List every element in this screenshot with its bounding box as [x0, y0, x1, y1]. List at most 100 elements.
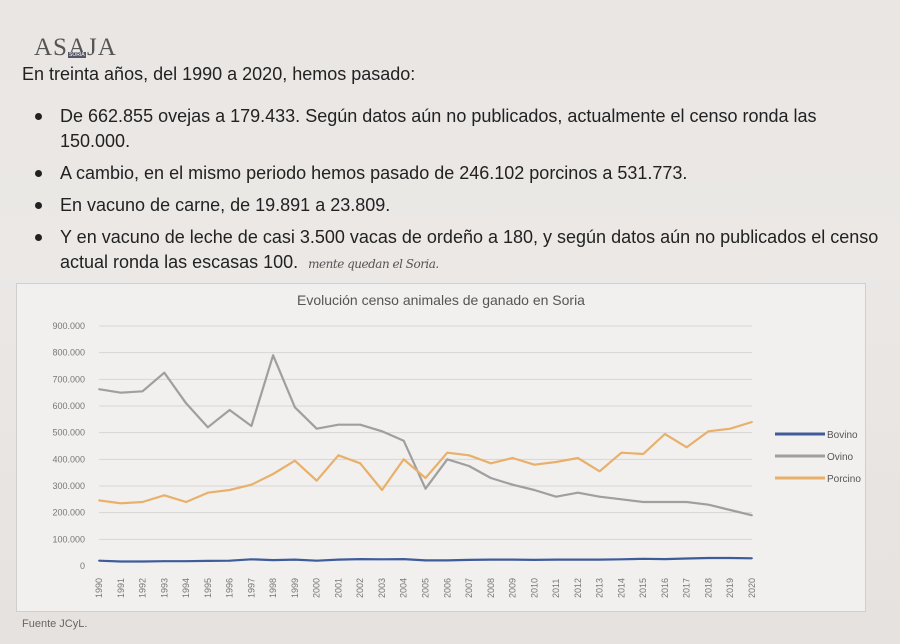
y-tick-label: 700.000 [52, 374, 85, 384]
x-tick-label: 1998 [268, 578, 278, 598]
data-point [359, 423, 362, 426]
data-point [729, 557, 732, 559]
y-tick-label: 500.000 [52, 428, 85, 438]
data-point [228, 409, 231, 411]
bullet-ovejas: De 662.855 ovejas a 179.433. Según datos… [20, 104, 890, 154]
x-tick-label: 2013 [595, 578, 605, 598]
x-tick-label: 2004 [399, 578, 409, 598]
data-point [163, 371, 166, 374]
legend-label-porcino: Porcino [827, 474, 861, 485]
data-point [707, 430, 710, 433]
x-tick-label: 2020 [747, 578, 757, 598]
line-chart: 0 100.000 200.000 300.000 400.000 500.000 600.… [52, 321, 861, 598]
x-tick-label: 2007 [464, 578, 474, 598]
series-line-porcino [98, 420, 753, 505]
x-tick-label: 2001 [333, 578, 343, 598]
data-point [294, 558, 296, 561]
data-point [598, 558, 601, 561]
logo-badge: SORIA [68, 52, 86, 58]
data-point [685, 446, 688, 449]
data-point [402, 458, 405, 461]
data-point [576, 558, 579, 561]
data-point [642, 453, 645, 455]
y-tick-label: 100.000 [52, 534, 85, 544]
data-point [707, 557, 710, 559]
y-tick-label: 300.000 [52, 481, 85, 491]
data-point [315, 559, 318, 562]
data-point [751, 421, 753, 423]
x-tick-label: 1996 [225, 578, 235, 598]
data-point [206, 426, 209, 429]
data-point [489, 558, 492, 561]
data-point [511, 558, 514, 561]
x-tick-label: 2012 [573, 578, 583, 598]
data-point [402, 439, 405, 442]
data-point [751, 557, 753, 560]
x-tick-label: 1993 [159, 578, 169, 598]
data-point [206, 560, 209, 562]
data-point [141, 560, 144, 563]
bullet-vacuno-leche: Y en vacuno de leche de casi 3.500 vacas… [20, 225, 890, 277]
data-point [337, 558, 340, 561]
source-note: Fuente JCyL. [22, 618, 88, 630]
data-point [206, 491, 209, 494]
x-tick-label: 2014 [616, 578, 626, 598]
data-point [446, 559, 449, 562]
data-point [185, 501, 187, 503]
data-point [620, 558, 623, 561]
data-point [381, 489, 383, 491]
data-point [620, 451, 623, 454]
x-tick-label: 2002 [355, 578, 365, 598]
data-point [729, 427, 732, 430]
data-point [511, 457, 514, 459]
x-tick-label: 2000 [312, 578, 322, 598]
data-point [424, 559, 427, 562]
data-point [424, 487, 427, 490]
data-point [228, 559, 231, 562]
x-tick-label: 2005 [421, 578, 431, 598]
data-point [489, 477, 492, 479]
data-point [272, 354, 275, 357]
data-point [664, 433, 666, 435]
data-point [141, 501, 144, 503]
data-point [98, 388, 100, 391]
y-tick-label: 800.000 [52, 348, 85, 358]
data-point [337, 423, 340, 426]
bullet-list: De 662.855 ovejas a 179.433. Según datos… [20, 104, 890, 284]
data-point [424, 477, 427, 479]
x-tick-label: 2006 [442, 578, 452, 598]
chart-title: Evolución censo animales de ganado en So… [297, 292, 585, 308]
data-point [685, 557, 688, 560]
data-point [98, 559, 100, 562]
x-tick-label: 1991 [116, 578, 126, 598]
data-point [446, 451, 449, 454]
data-point [533, 463, 536, 466]
data-point [119, 502, 122, 505]
x-tick-label: 2010 [529, 578, 539, 598]
data-point [185, 402, 187, 405]
data-point [337, 454, 340, 457]
y-tick-label: 600.000 [52, 401, 85, 411]
data-point [163, 494, 166, 497]
x-tick-label: 2019 [725, 578, 735, 598]
x-tick-label: 2018 [703, 578, 713, 598]
data-point [664, 501, 666, 503]
data-point [272, 559, 275, 562]
chart-card: 0 100.000 200.000 300.000 400.000 500.000 600.… [16, 283, 866, 612]
data-point [250, 483, 253, 486]
x-tick-label: 2017 [682, 578, 692, 598]
x-tick-label: 2008 [486, 578, 496, 598]
data-point [664, 558, 666, 560]
y-tick-label: 900.000 [52, 321, 85, 331]
data-point [468, 558, 470, 561]
data-point [250, 425, 253, 427]
data-point [250, 558, 253, 561]
y-tick-label: 400.000 [52, 454, 85, 464]
data-point [359, 462, 362, 465]
data-point [576, 457, 579, 459]
data-point [272, 473, 275, 475]
data-point [294, 459, 296, 462]
data-point [555, 558, 557, 561]
data-point [489, 462, 492, 465]
handwritten-note: mente quedan el Soria. [308, 257, 439, 271]
